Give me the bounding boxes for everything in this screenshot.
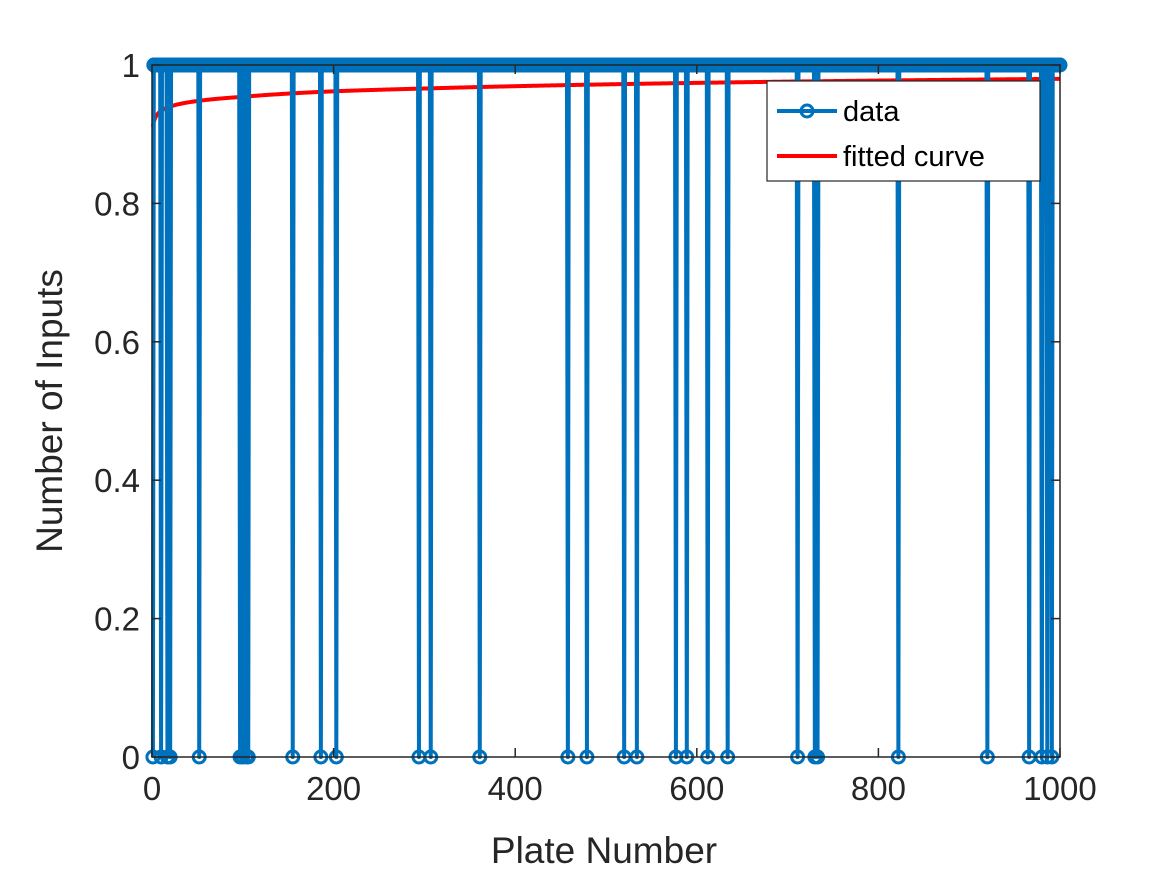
y-tick-label: 0.4 xyxy=(94,462,140,499)
y-tick-label: 0 xyxy=(122,739,140,776)
axes xyxy=(151,64,1061,758)
x-tick-label: 1000 xyxy=(1023,770,1096,807)
y-tick-label: 1 xyxy=(122,47,140,84)
legend-data-label: data xyxy=(843,96,900,128)
y-axis-label: Number of Inputs xyxy=(29,269,70,553)
ticks: 0 200 400 600 800 1000 0 0.2 0.4 0.6 0.8 1 xyxy=(94,47,1097,807)
x-tick-label: 200 xyxy=(306,770,361,807)
y-tick-label: 0.8 xyxy=(94,185,140,222)
fitted-curve-layer xyxy=(150,76,1061,127)
x-tick-label: 400 xyxy=(488,770,543,807)
legend-box xyxy=(766,80,1041,182)
y-tick-label: 0.2 xyxy=(94,601,140,638)
axes-box xyxy=(151,64,1061,758)
x-axis-label: Plate Number xyxy=(491,830,717,871)
x-tick-label: 600 xyxy=(669,770,724,807)
x-tick-label: 0 xyxy=(143,770,161,807)
y-tick-label: 0.6 xyxy=(94,324,140,361)
legend: data fitted curve xyxy=(766,80,1041,182)
fitted-curve-line xyxy=(150,76,1061,127)
legend-data-marker xyxy=(799,103,815,119)
legend-fit-label: fitted curve xyxy=(843,141,985,173)
x-tick-label: 800 xyxy=(851,770,906,807)
